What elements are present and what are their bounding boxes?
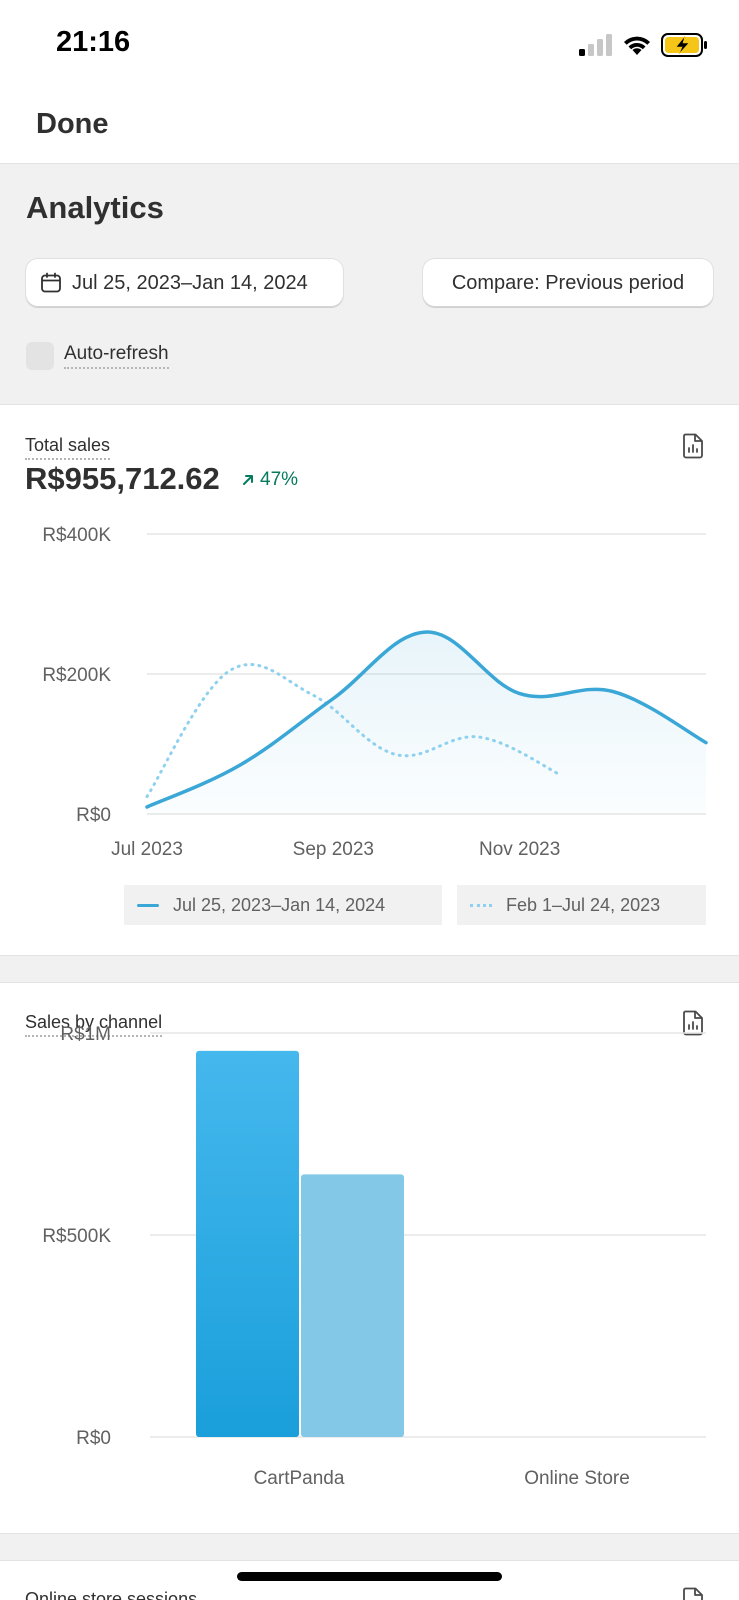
calendar-icon xyxy=(41,272,61,293)
auto-refresh-toggle[interactable]: Auto-refresh xyxy=(26,342,169,370)
legend-previous-label: Feb 1–Jul 24, 2023 xyxy=(506,894,661,915)
signal-icon xyxy=(579,34,612,56)
bar-current[interactable] xyxy=(196,1050,299,1437)
export-report-icon[interactable] xyxy=(681,433,705,459)
legend-solid-swatch xyxy=(137,903,159,907)
change-percent: 47% xyxy=(260,469,299,490)
status-time: 21:16 xyxy=(56,26,131,58)
legend-previous[interactable]: Feb 1–Jul 24, 2023 xyxy=(457,885,706,925)
status-bar: 21:16 xyxy=(0,0,739,90)
y-tick-label: R$200K xyxy=(42,665,111,686)
current-period-area xyxy=(147,631,706,814)
home-indicator[interactable] xyxy=(237,1572,502,1581)
date-range-label: Jul 25, 2023–Jan 14, 2024 xyxy=(72,271,308,294)
wifi-icon xyxy=(624,36,650,55)
total-sales-line-chart: R$400K R$200K R$0 Jul 2023 Sep 2023 Nov 2023 xyxy=(42,525,708,860)
auto-refresh-label: Auto-refresh xyxy=(64,343,169,369)
current-period-line xyxy=(145,630,708,809)
bar-previous[interactable] xyxy=(301,1174,404,1437)
legend-current-label: Jul 25, 2023–Jan 14, 2024 xyxy=(173,894,386,915)
done-button[interactable]: Done xyxy=(36,108,109,140)
analytics-header: Analytics Jul 25, 2023–Jan 14, 2024 Comp… xyxy=(0,164,739,404)
export-report-icon[interactable] xyxy=(681,1587,705,1600)
sales-by-channel-title[interactable]: Sales by channel xyxy=(25,1012,163,1037)
compare-label: Compare: Previous period xyxy=(451,271,685,294)
x-tick-label: Nov 2023 xyxy=(479,839,560,860)
category-label: Online Store xyxy=(524,1468,630,1489)
y-tick-label: R$1M xyxy=(60,1024,111,1045)
battery-charging-icon xyxy=(661,33,707,57)
online-store-sessions-title[interactable]: Online store sessions xyxy=(25,1589,197,1600)
previous-period-line xyxy=(145,663,564,798)
y-tick-label: R$0 xyxy=(76,1428,111,1449)
legend-current[interactable]: Jul 25, 2023–Jan 14, 2024 xyxy=(124,885,442,925)
status-icons xyxy=(579,30,709,60)
arrow-up-right-icon xyxy=(243,475,253,485)
nav-bar: Done xyxy=(0,90,739,164)
category-label: CartPanda xyxy=(254,1468,345,1489)
y-tick-label: R$0 xyxy=(76,805,111,826)
x-tick-label: Sep 2023 xyxy=(293,839,374,860)
sales-by-channel-bar-chart: R$1M R$500K R$0 CartPanda Online Store xyxy=(42,1024,706,1489)
legend-dotted-swatch xyxy=(470,903,492,907)
x-tick-label: Jul 2023 xyxy=(111,839,183,860)
total-sales-card: Total sales R$955,712.62 47% R$400K R$200… xyxy=(0,404,739,956)
total-sales-title[interactable]: Total sales xyxy=(25,435,111,460)
compare-button[interactable]: Compare: Previous period xyxy=(423,259,713,307)
sales-by-channel-card: Sales by channel R$1M R$500K R$0 CartPanda… xyxy=(0,982,739,1534)
page-title: Analytics xyxy=(26,190,164,225)
y-tick-label: R$500K xyxy=(42,1226,111,1247)
total-sales-change: 47% xyxy=(242,469,298,491)
y-tick-label: R$400K xyxy=(42,525,111,546)
auto-refresh-checkbox[interactable] xyxy=(26,342,54,370)
total-sales-value: R$955,712.62 xyxy=(25,461,220,496)
date-range-button[interactable]: Jul 25, 2023–Jan 14, 2024 xyxy=(26,259,343,307)
